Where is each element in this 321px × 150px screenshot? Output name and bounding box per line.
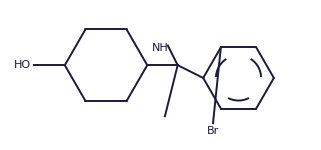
Text: NH: NH — [152, 44, 169, 54]
Text: HO: HO — [14, 60, 31, 70]
Text: Br: Br — [207, 126, 219, 136]
